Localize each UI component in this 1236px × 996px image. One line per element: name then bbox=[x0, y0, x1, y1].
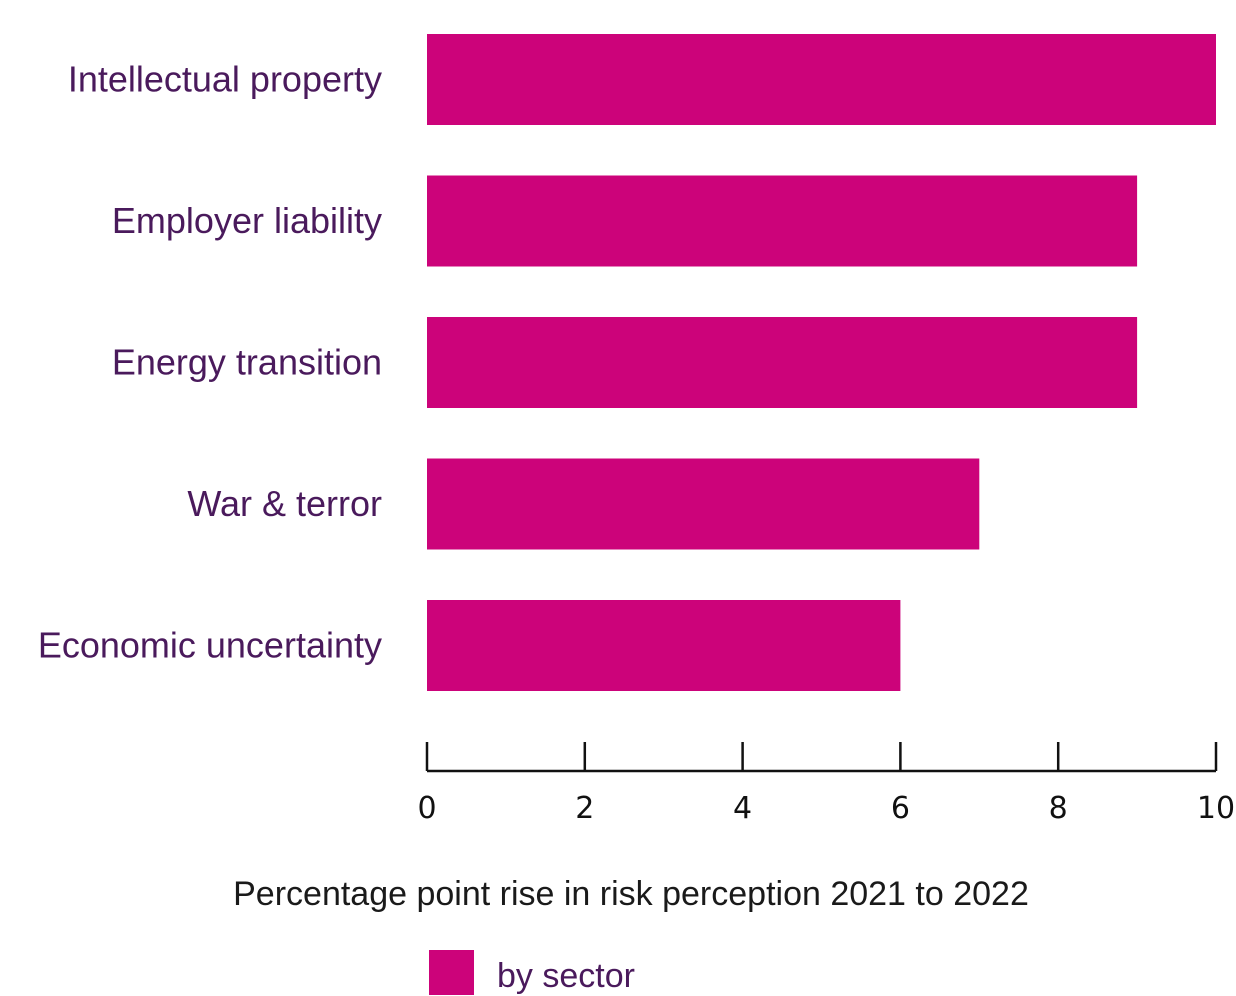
legend: by sector bbox=[429, 950, 635, 995]
category-label: War & terror bbox=[187, 483, 382, 524]
chart-canvas: Intellectual property Employer liability E… bbox=[0, 0, 1236, 996]
x-axis-title: Percentage point rise in risk perception… bbox=[233, 875, 1029, 913]
bar-1 bbox=[427, 176, 1137, 267]
legend-label: by sector bbox=[497, 957, 635, 995]
legend-swatch bbox=[429, 950, 474, 995]
x-axis: 0 2 4 6 8 10 bbox=[417, 742, 1235, 826]
category-label: Energy transition bbox=[112, 342, 382, 383]
x-tick-label: 10 bbox=[1197, 791, 1235, 826]
category-labels: Intellectual property Employer liability E… bbox=[38, 59, 382, 666]
category-label: Economic uncertainty bbox=[38, 625, 382, 666]
bar-4 bbox=[427, 600, 900, 691]
bar-0 bbox=[427, 34, 1216, 125]
category-label: Intellectual property bbox=[68, 59, 382, 100]
x-tick-label: 0 bbox=[417, 791, 436, 826]
bars bbox=[427, 34, 1216, 691]
category-label: Employer liability bbox=[112, 200, 382, 241]
x-tick-label: 2 bbox=[575, 791, 594, 826]
bar-chart: Intellectual property Employer liability E… bbox=[0, 0, 1236, 996]
x-tick-label: 4 bbox=[733, 791, 752, 826]
bar-2 bbox=[427, 317, 1137, 408]
x-tick-label: 8 bbox=[1049, 791, 1068, 826]
x-tick-label: 6 bbox=[891, 791, 910, 826]
bar-3 bbox=[427, 459, 979, 550]
